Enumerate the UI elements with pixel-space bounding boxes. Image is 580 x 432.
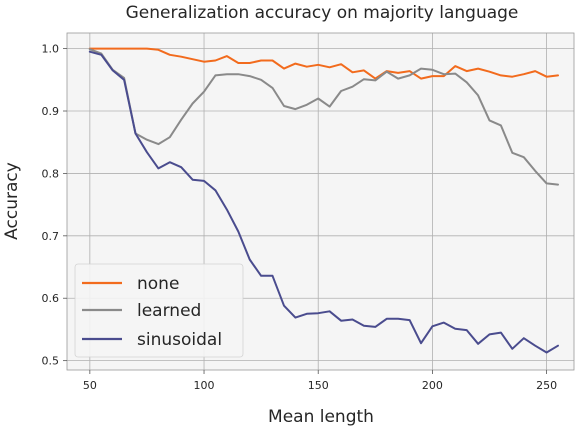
x-tick-label: 50	[83, 379, 97, 392]
x-axis-label: Mean length	[268, 407, 374, 427]
y-tick-label: 0.5	[42, 355, 60, 368]
y-tick-label: 0.7	[42, 230, 60, 243]
x-tick-label: 250	[536, 379, 557, 392]
series-line-none	[88, 47, 559, 80]
legend-label-learned: learned	[137, 301, 201, 321]
y-axis-ticks: 0.5 0.6 0.7 0.8 0.9 1.0	[42, 43, 67, 368]
legend: none learned sinusoidal	[74, 263, 244, 358]
legend-label-none: none	[137, 274, 179, 294]
series-layer	[88, 47, 559, 354]
y-axis-label: Accuracy	[2, 162, 22, 240]
y-tick-label: 0.6	[42, 292, 60, 305]
series-line-sinusoidal	[88, 50, 559, 354]
x-tick-label: 100	[194, 379, 215, 392]
series-line-learned	[88, 48, 559, 186]
x-axis-ticks: 50 100 150 200 250	[83, 370, 557, 392]
y-tick-label: 0.9	[42, 105, 60, 118]
x-tick-label: 150	[308, 379, 329, 392]
chart-title: Generalization accuracy on majority lang…	[126, 3, 519, 23]
plot-frame	[66, 32, 575, 371]
x-tick-label: 200	[422, 379, 443, 392]
legend-box	[74, 263, 244, 358]
y-tick-label: 1.0	[42, 43, 60, 56]
grid-lines	[67, 33, 574, 370]
legend-label-sinusoidal: sinusoidal	[137, 330, 222, 350]
y-tick-label: 0.8	[42, 167, 60, 180]
